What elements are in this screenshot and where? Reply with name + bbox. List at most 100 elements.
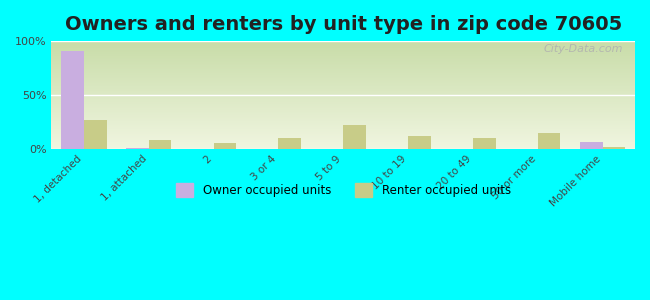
Bar: [51, 76, 635, 77]
Bar: [51, 44, 635, 45]
Bar: [51, 113, 635, 114]
Bar: [51, 88, 635, 89]
Bar: [51, 136, 635, 137]
Bar: [51, 124, 635, 125]
Bar: [51, 57, 635, 58]
Bar: [51, 101, 635, 102]
Bar: [51, 135, 635, 136]
Bar: [51, 60, 635, 61]
Bar: [51, 83, 635, 84]
Bar: [51, 116, 635, 117]
Bar: [51, 65, 635, 66]
Bar: [126, 148, 149, 149]
Bar: [51, 143, 635, 144]
Bar: [51, 123, 635, 124]
Bar: [51, 102, 635, 103]
Bar: [51, 61, 635, 62]
Bar: [51, 59, 635, 60]
Bar: [51, 74, 635, 75]
Bar: [51, 114, 635, 115]
Bar: [51, 86, 635, 87]
Bar: [51, 128, 635, 129]
Bar: [51, 41, 635, 42]
Bar: [51, 129, 635, 130]
Bar: [51, 61, 635, 62]
Bar: [51, 85, 635, 86]
Bar: [51, 130, 635, 131]
Bar: [51, 145, 635, 146]
Bar: [51, 43, 635, 44]
Bar: [51, 126, 635, 127]
Bar: [51, 79, 635, 80]
Bar: [51, 140, 635, 141]
Bar: [51, 94, 635, 95]
Bar: [51, 58, 635, 59]
Bar: [51, 80, 635, 81]
Bar: [51, 84, 635, 85]
Bar: [538, 133, 560, 149]
Bar: [51, 117, 635, 118]
Bar: [51, 77, 635, 78]
Bar: [51, 107, 635, 108]
Bar: [343, 125, 366, 149]
Bar: [51, 127, 635, 128]
Bar: [51, 121, 635, 122]
Bar: [51, 92, 635, 93]
Bar: [51, 97, 635, 98]
Bar: [51, 103, 635, 104]
Bar: [51, 46, 635, 47]
Bar: [51, 64, 635, 65]
Bar: [51, 90, 635, 91]
Bar: [51, 106, 635, 107]
Bar: [51, 47, 635, 48]
Bar: [408, 136, 431, 149]
Bar: [51, 54, 635, 55]
Bar: [51, 89, 635, 90]
Bar: [51, 62, 635, 63]
Bar: [51, 66, 635, 67]
Bar: [51, 118, 635, 119]
Bar: [51, 52, 635, 53]
Bar: [149, 140, 172, 149]
Bar: [51, 131, 635, 132]
Text: City-Data.com: City-Data.com: [544, 44, 623, 54]
Bar: [51, 137, 635, 138]
Bar: [51, 134, 635, 135]
Bar: [51, 68, 635, 69]
Bar: [51, 75, 635, 76]
Bar: [51, 72, 635, 73]
Bar: [51, 87, 635, 88]
Bar: [51, 115, 635, 116]
Bar: [51, 144, 635, 145]
Bar: [51, 98, 635, 99]
Bar: [51, 51, 635, 52]
Bar: [51, 142, 635, 143]
Bar: [51, 81, 635, 82]
Bar: [580, 142, 603, 149]
Bar: [51, 49, 635, 50]
Bar: [51, 48, 635, 49]
Bar: [51, 108, 635, 109]
Bar: [51, 78, 635, 79]
Bar: [51, 148, 635, 149]
Bar: [51, 53, 635, 54]
Bar: [51, 133, 635, 134]
Bar: [603, 147, 625, 149]
Bar: [51, 71, 635, 72]
Bar: [51, 45, 635, 46]
Bar: [51, 96, 635, 97]
Bar: [51, 93, 635, 94]
Bar: [51, 112, 635, 113]
Bar: [51, 119, 635, 120]
Bar: [51, 67, 635, 68]
Bar: [51, 99, 635, 100]
Bar: [51, 55, 635, 56]
Bar: [51, 50, 635, 51]
Bar: [51, 63, 635, 64]
Bar: [51, 111, 635, 112]
Bar: [51, 132, 635, 133]
Bar: [51, 122, 635, 123]
Bar: [51, 56, 635, 57]
Bar: [61, 51, 84, 149]
Legend: Owner occupied units, Renter occupied units: Owner occupied units, Renter occupied un…: [171, 178, 515, 202]
